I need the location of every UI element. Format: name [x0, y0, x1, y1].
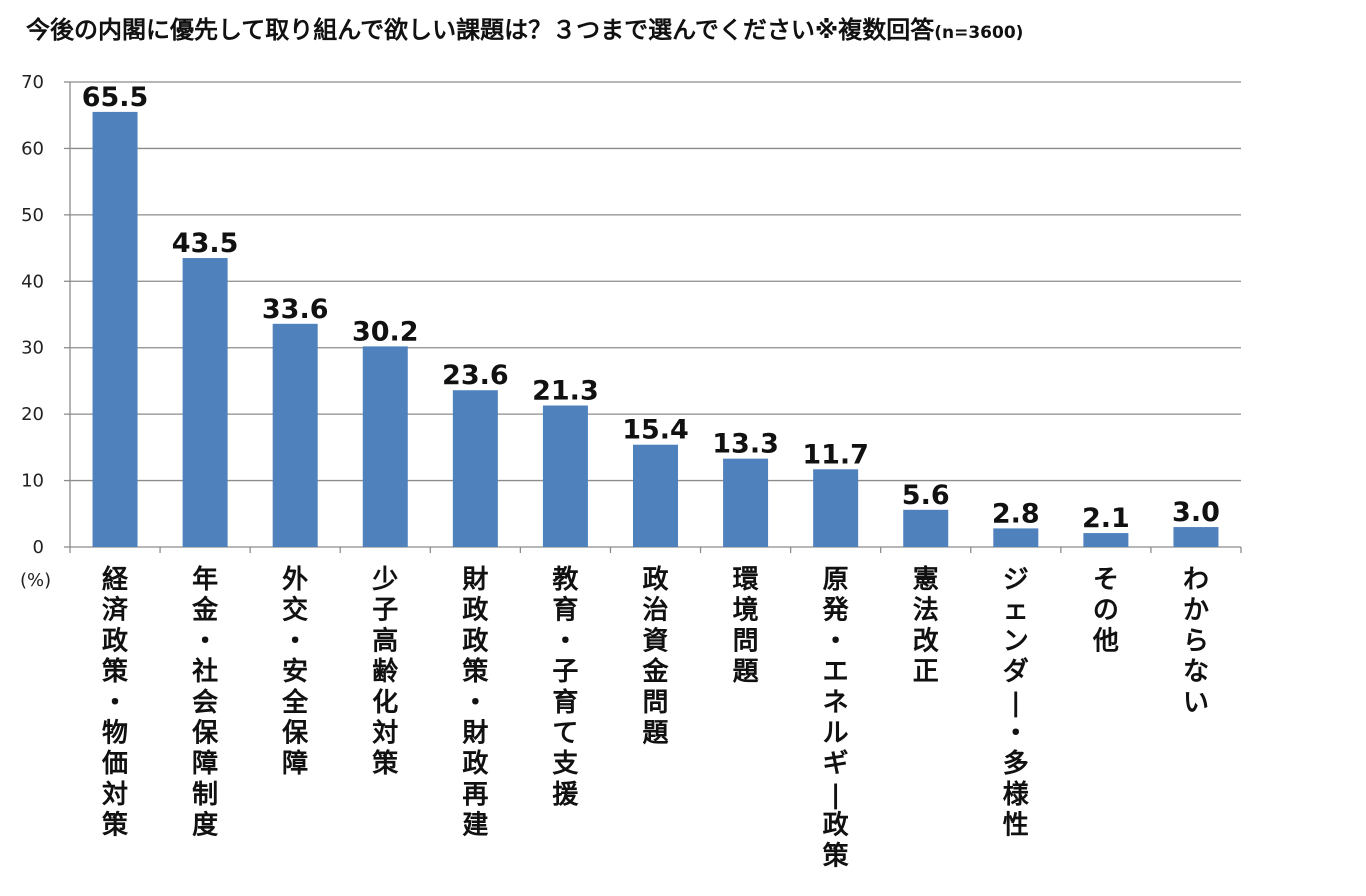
category-label: わからない	[1183, 565, 1209, 718]
category-label: 年金・社会保障制度	[191, 564, 219, 841]
y-tick-label: 20	[21, 404, 44, 425]
y-tick-label: 0	[33, 537, 44, 558]
bar	[362, 346, 408, 547]
bar	[452, 390, 498, 547]
data-labels: 65.5 43.5 33.6 30.2 23.6 21.3 15.4 13.3 11.7 5.6 2…	[82, 82, 1220, 534]
category-label: 教育・子育て支援	[552, 565, 579, 810]
data-label: 13.3	[712, 429, 779, 460]
data-label: 5.6	[902, 480, 950, 511]
bar	[993, 528, 1039, 547]
data-label: 21.3	[532, 376, 599, 407]
category-labels: 経済政策・物価対策 年金・社会保障制度 外交・安全保障 少子高齢化対策 財政政策・財政再…	[101, 564, 1209, 871]
category-label: 財政政策・財政再建	[462, 565, 488, 841]
category-label: その他	[1092, 565, 1119, 656]
bar	[813, 469, 859, 547]
y-tick-label: 70	[21, 72, 44, 93]
y-tick-label: 10	[21, 471, 44, 492]
data-label: 30.2	[352, 316, 419, 347]
y-tick-label: 30	[21, 338, 44, 359]
y-tick-labels: 0 10 20 30 40 50 60 70	[21, 72, 44, 558]
category-label: ジェンダ|・多様性	[1003, 565, 1030, 841]
y-tick-label: 50	[21, 205, 44, 226]
data-label: 33.6	[262, 294, 329, 325]
category-label: 政治資金問題	[641, 564, 669, 749]
data-label: 11.7	[802, 439, 869, 470]
bar	[92, 111, 138, 548]
bar	[182, 258, 228, 547]
bar	[542, 405, 588, 547]
data-label: 15.4	[622, 415, 689, 446]
bar	[633, 444, 678, 547]
data-label: 3.0	[1172, 497, 1220, 528]
bars	[92, 111, 1219, 548]
y-tick-label: 40	[21, 271, 44, 292]
bar	[1083, 533, 1129, 547]
data-label: 2.1	[1082, 503, 1130, 534]
data-label: 65.5	[82, 82, 149, 113]
bar	[903, 509, 949, 547]
category-label: 経済政策・物価対策	[101, 564, 129, 841]
bar	[723, 458, 769, 547]
y-axis-unit-label: (%)	[20, 570, 51, 591]
category-label: 外交・安全保障	[281, 565, 309, 779]
chart-title: 今後の内閣に優先して取り組んで欲しい課題は？３つまで選んでください※複数回答	[26, 16, 935, 44]
data-label: 2.8	[992, 498, 1040, 529]
category-label: 少子高齢化対策	[371, 565, 399, 779]
data-label: 43.5	[172, 228, 239, 259]
category-label: 原発・エネルギ|政策	[822, 565, 850, 871]
sample-size-note: (n=3600)	[934, 23, 1024, 43]
data-label: 23.6	[442, 360, 509, 391]
bar	[272, 323, 318, 547]
bar	[1173, 527, 1219, 547]
y-tick-label: 60	[21, 138, 44, 159]
category-label: 憲法改正	[913, 564, 939, 687]
category-label: 環境問題	[733, 565, 760, 687]
chart-title-block: 今後の内閣に優先して取り組んで欲しい課題は？３つまで選んでください※複数回答(n…	[26, 10, 1023, 45]
